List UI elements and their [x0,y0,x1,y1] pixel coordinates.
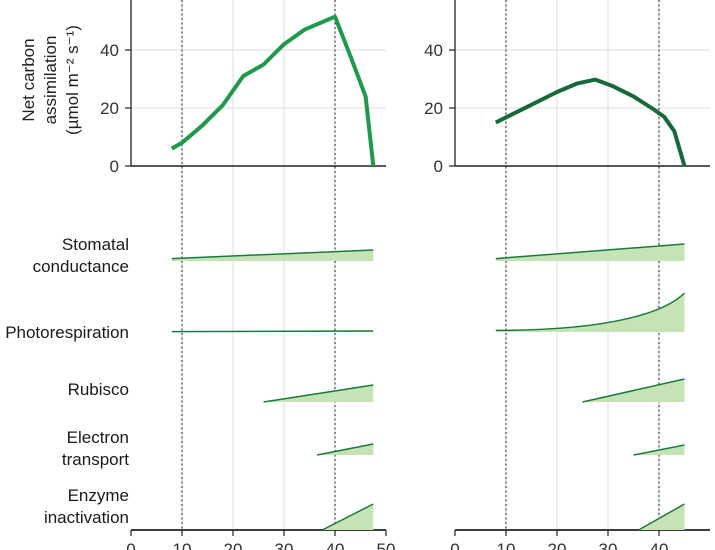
right-row-wedge-edge [638,503,685,531]
right-x-tick-label: 20 [548,540,567,550]
right-x-tick-label: 10 [497,540,516,550]
reference-lines [181,0,660,530]
left-y-tick-label: 20 [100,99,119,118]
left-x-tick-label: 50 [377,540,396,550]
right-row-wedge-edge [633,444,685,456]
row-label: Electron [67,428,129,447]
y-axis-label-line: Net carbon [19,38,38,121]
left-x-tick-label: 20 [224,540,243,550]
right-y-tick-label: 40 [424,41,443,60]
curves [170,14,687,167]
right-row-wedge-edge [495,292,686,332]
right-y-tick-label: 20 [424,99,443,118]
left-y-tick-label: 0 [110,157,119,176]
right-row-wedge-edge [495,243,685,260]
text-labels: 0 20 40 0 20 40 0 10 20 30 40 50 0 10 20 30 40 Net carbon… [5,25,668,550]
row-label: transport [62,450,129,469]
left-row-wedge-edge [171,249,374,260]
right-assimilation-curve [494,77,687,167]
right-y-tick-label: 0 [434,157,443,176]
left-assimilation-curve [170,14,376,167]
left-row-wedge-edge [317,443,374,456]
left-x-tick-label: 0 [126,540,135,550]
grid-lines [131,0,710,530]
right-row-wedge-edge [582,378,685,403]
left-y-tick-label: 40 [100,41,119,60]
row-wedges [171,243,686,531]
right-x-tick-label: 30 [599,540,618,550]
row-label: Stomatal [62,235,129,254]
right-x-tick-label: 40 [650,540,669,550]
right-x-tick-label: 0 [450,540,459,550]
left-row-wedge-edge [321,503,374,531]
row-label: Enzyme [68,486,129,505]
y-axis-label-line: (µmol m⁻² s⁻¹) [63,25,82,135]
row-label: Rubisco [68,380,129,399]
left-row-wedge-edge [171,330,374,333]
left-x-tick-label: 30 [275,540,294,550]
y-axis-label: Net carbon assimilation (µmol m⁻² s⁻¹) [19,25,82,135]
axes [125,0,710,536]
left-row-wedge-edge [263,384,374,403]
y-axis-label-line: assimilation [41,36,60,125]
right-row-wedge-fill [495,293,685,332]
row-label: Photorespiration [5,323,129,342]
row-label: inactivation [44,508,129,527]
left-x-tick-label: 40 [326,540,345,550]
left-x-tick-label: 10 [173,540,192,550]
row-label: conductance [33,257,129,276]
